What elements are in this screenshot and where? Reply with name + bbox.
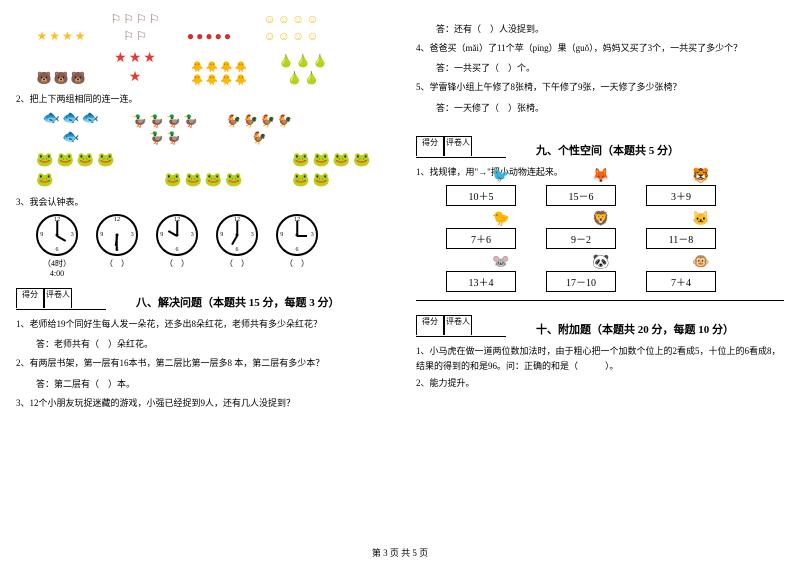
duck-icon: 🦆	[132, 114, 147, 129]
score-label-10: 得分	[416, 315, 444, 335]
clock-1: 12369	[36, 214, 78, 256]
red-star-icon: ★	[114, 50, 127, 67]
match-row-bottom: 🐸🐸🐸 🐸🐸 🐸🐸🐸🐸 🐸🐸🐸 🐸🐸🐸	[36, 152, 384, 189]
left-column: ★★ ★★ ⚐⚐⚐⚐⚐⚐ ●●● ●● ☺☺☺☺ ☺☺☺☺ 🐻🐻🐻 ★★ ★★	[0, 0, 400, 540]
grader-label-9: 评卷人	[444, 136, 472, 156]
pear-icon: 🍐	[279, 54, 294, 69]
clock-4: 12369	[216, 214, 258, 256]
animal-icon-6: 🐭	[491, 254, 511, 270]
flags-group: ⚐⚐⚐⚐⚐⚐	[110, 12, 160, 44]
q8-5: 5、学雷锋小组上午修了8张椅，下午修了9张，一天修了多少张椅？	[416, 80, 784, 94]
bears-group: 🐻🐻🐻	[36, 71, 86, 86]
expr-box-6: 🐭13＋4	[446, 271, 516, 292]
divider	[416, 300, 784, 301]
clock-label-2: （ ）	[96, 258, 138, 269]
clock-label-4: （ ）	[216, 258, 258, 269]
star-icon: ★	[36, 29, 47, 44]
frog-group-1: 🐸🐸🐸 🐸🐸	[36, 152, 126, 189]
animal-icon-3: 🐤	[491, 211, 511, 227]
red-stars-group: ★★ ★★	[110, 50, 160, 86]
q8-4: 4、爸爸买（mǎi）了11个苹（píng）果（guǒ），妈妈又买了3个，一共买了…	[416, 41, 784, 55]
match-row-top: 🐟🐟🐟🐟 🦆🦆🦆🦆🦆🦆 🐓🐓🐓🐓🐓	[36, 110, 384, 146]
clock-time-row: 4:00	[36, 269, 384, 278]
animal-icon-7: 🐼	[591, 254, 611, 270]
chicks-group: 🐥🐥🐥🐥🐥🐥🐥🐥	[184, 62, 254, 86]
score-label-9: 得分	[416, 136, 444, 156]
animal-icon-4: 🦁	[591, 211, 611, 227]
ducks-group: 🦆🦆🦆🦆🦆🦆	[130, 114, 200, 146]
q8-5-ans: 答：一天修了（ ）张椅。	[436, 101, 784, 114]
expression-grid: 🐦10＋5 🦊15－6 🐯3＋9 🐤7＋6 🦁9－2 🐱11－8 🐭13＋4 🐼…	[446, 185, 784, 292]
right-column: 答：还有（ ）人没捉到。 4、爸爸买（mǎi）了11个苹（píng）果（guǒ）…	[400, 0, 800, 540]
smiles-group: ☺☺☺☺ ☺☺☺☺	[258, 12, 324, 44]
q8-4-ans: 答：一共买了（ ）个。	[436, 61, 784, 74]
animal-icon-8: 🐵	[691, 254, 711, 270]
frog-group-2: 🐸🐸🐸🐸	[164, 172, 254, 189]
section-9-title: 九、个性空间（本题共 5 分）	[536, 142, 679, 158]
expr-box-2: 🐯3＋9	[646, 185, 716, 206]
q8-3-ans: 答：还有（ ）人没捉到。	[436, 22, 784, 35]
clock-3: 12369	[156, 214, 198, 256]
apple-icon: ●	[187, 29, 194, 44]
clock-row: 12369 12369 12369 12369 12369	[36, 214, 384, 256]
expr-box-0: 🐦10＋5	[446, 185, 516, 206]
clock-label-3: （ ）	[156, 258, 198, 269]
clock-label-5: （ ）	[276, 258, 318, 269]
stars-group: ★★ ★★	[36, 29, 86, 44]
q10-2: 2、能力提升。	[416, 376, 784, 390]
q8-3: 3、12个小朋友玩捉迷藏的游戏，小强已经捉到9人，还有几人没捉到？	[16, 396, 384, 410]
smile-icon: ☺	[263, 12, 275, 27]
apples-group: ●●● ●●	[184, 29, 234, 44]
pears-group: 🍐🍐🍐 🍐🍐	[278, 54, 328, 86]
chick-icon: 🐥	[191, 62, 203, 73]
score-box-9: 得分 评卷人	[416, 136, 506, 158]
expr-box-8: 🐵7＋4	[646, 271, 716, 292]
animal-icon-2: 🐯	[691, 168, 711, 184]
score-box-8: 得分 评卷人	[16, 288, 106, 310]
clock-label-row: （4时） （ ） （ ） （ ） （ ）	[36, 258, 384, 269]
grader-label-10: 评卷人	[444, 315, 472, 335]
expr-box-1: 🦊15－6	[546, 185, 616, 206]
rooster-icon: 🐓	[226, 114, 241, 129]
q8-1: 1、老师给19个同好生每人发一朵花，还多出8朵红花，老师共有多少朵红花？	[16, 317, 384, 331]
clock-2: 12369	[96, 214, 138, 256]
q10-1: 1、小马虎在做一道两位数加法时，由于粗心把一个加数个位上的2看成5，十位上的6看…	[416, 344, 784, 373]
expr-box-7: 🐼17－10	[546, 271, 616, 292]
expr-box-5: 🐱11－8	[646, 228, 716, 249]
fish-icon: 🐟	[43, 110, 60, 127]
question-3: 3、我会认钟表。	[16, 195, 384, 209]
frog-group-3: 🐸🐸🐸 🐸🐸🐸	[292, 152, 382, 189]
frog-icon: 🐸	[36, 152, 53, 169]
picture-row-2: 🐻🐻🐻 ★★ ★★ 🐥🐥🐥🐥🐥🐥🐥🐥 🍐🍐🍐 🍐🍐	[36, 50, 384, 86]
animal-icon-1: 🦊	[591, 168, 611, 184]
score-box-10: 得分 评卷人	[416, 315, 506, 337]
picture-row-1: ★★ ★★ ⚐⚐⚐⚐⚐⚐ ●●● ●● ☺☺☺☺ ☺☺☺☺	[36, 12, 384, 44]
q8-2-ans: 答：第二层有（ ）本。	[36, 377, 384, 390]
clock-5: 12369	[276, 214, 318, 256]
section-10-title: 十、附加题（本题共 20 分，每题 10 分）	[536, 321, 734, 337]
question-2: 2、把上下两组相同的连一连。	[16, 92, 384, 106]
animal-icon-0: 🐦	[491, 168, 511, 184]
q8-2: 2、有两层书架，第一层有16本书，第二层比第一层多8 本，第二层有多少本？	[16, 356, 384, 370]
grader-label: 评卷人	[44, 288, 72, 308]
clock-time-1: 4:00	[36, 269, 78, 278]
expr-box-4: 🦁9－2	[546, 228, 616, 249]
roosters-group: 🐓🐓🐓🐓🐓	[224, 114, 294, 146]
expr-box-3: 🐤7＋6	[446, 228, 516, 249]
page-footer: 第 3 页 共 5 页	[0, 546, 800, 559]
score-label: 得分	[16, 288, 44, 308]
clock-label-1: （4时）	[36, 258, 78, 269]
bear-icon: 🐻	[37, 71, 52, 86]
section-8-title: 八、解决问题（本题共 15 分，每题 3 分）	[136, 294, 340, 310]
fish-group-1: 🐟🐟🐟🐟	[36, 110, 106, 146]
animal-icon-5: 🐱	[691, 211, 711, 227]
q8-1-ans: 答：老师共有（ ）朵红花。	[36, 337, 384, 350]
